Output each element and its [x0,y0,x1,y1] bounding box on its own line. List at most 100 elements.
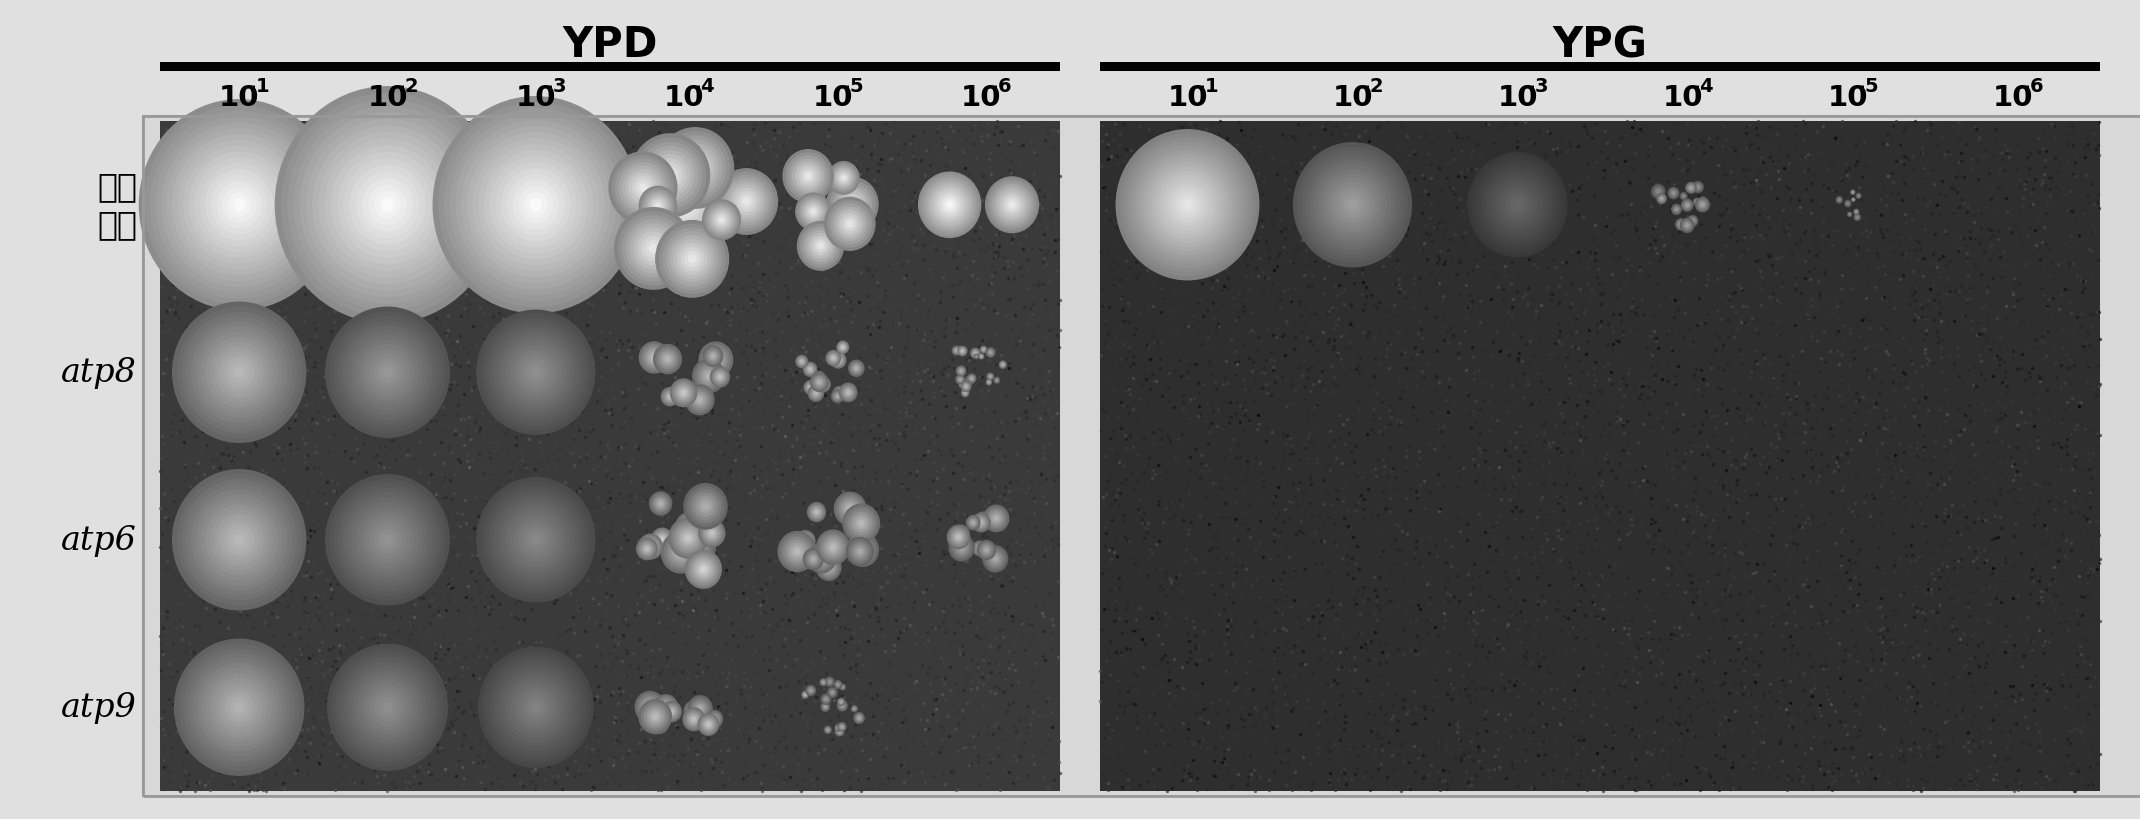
Ellipse shape [1680,193,1686,201]
Ellipse shape [835,726,841,731]
Ellipse shape [700,342,732,378]
Ellipse shape [1010,202,1014,209]
Ellipse shape [1314,165,1391,246]
Ellipse shape [830,691,832,694]
Ellipse shape [740,196,753,209]
Ellipse shape [655,532,670,548]
Ellipse shape [961,370,963,373]
Ellipse shape [683,203,687,208]
Ellipse shape [1656,194,1667,204]
Ellipse shape [815,373,824,382]
Ellipse shape [672,533,706,568]
Ellipse shape [706,722,710,726]
Ellipse shape [800,537,809,545]
Ellipse shape [184,147,295,264]
Ellipse shape [817,378,830,392]
Ellipse shape [186,318,291,428]
Ellipse shape [655,499,666,509]
Ellipse shape [839,702,845,709]
Ellipse shape [854,708,856,710]
Ellipse shape [653,717,666,731]
Ellipse shape [698,564,708,575]
Ellipse shape [229,194,250,217]
Ellipse shape [918,173,980,238]
Ellipse shape [338,489,437,591]
Ellipse shape [676,547,687,559]
Ellipse shape [1513,201,1522,209]
Ellipse shape [858,521,865,527]
Ellipse shape [993,557,997,561]
Ellipse shape [802,538,809,544]
Ellipse shape [976,513,991,530]
Ellipse shape [978,542,993,559]
Ellipse shape [817,554,826,563]
Ellipse shape [670,710,674,713]
Ellipse shape [1695,198,1710,212]
Ellipse shape [987,508,1006,530]
Ellipse shape [805,550,822,568]
Ellipse shape [661,133,730,205]
Ellipse shape [216,348,263,398]
Ellipse shape [847,507,852,512]
Ellipse shape [957,368,965,375]
Ellipse shape [828,689,837,696]
Ellipse shape [1688,216,1697,227]
Ellipse shape [959,378,963,382]
Ellipse shape [1686,183,1697,194]
Ellipse shape [813,378,824,388]
Ellipse shape [1838,198,1840,202]
Ellipse shape [961,382,972,392]
Ellipse shape [704,721,713,728]
Ellipse shape [636,538,657,560]
Ellipse shape [1851,191,1855,195]
Ellipse shape [668,188,702,224]
Ellipse shape [817,243,824,250]
Ellipse shape [815,392,817,396]
Ellipse shape [1855,210,1858,215]
Ellipse shape [704,719,713,730]
Ellipse shape [706,373,710,379]
Ellipse shape [208,673,272,741]
Ellipse shape [807,544,835,573]
Ellipse shape [969,376,974,382]
Ellipse shape [1695,200,1699,206]
Ellipse shape [702,504,708,510]
Ellipse shape [832,391,843,403]
Ellipse shape [648,197,668,216]
Ellipse shape [790,157,826,197]
Ellipse shape [959,347,967,356]
Ellipse shape [531,703,539,712]
Ellipse shape [663,705,668,710]
Ellipse shape [987,380,991,386]
Ellipse shape [965,376,974,385]
Ellipse shape [362,179,413,232]
Ellipse shape [822,695,830,703]
Ellipse shape [526,532,544,549]
Ellipse shape [989,351,993,355]
Ellipse shape [954,533,963,541]
Ellipse shape [629,224,676,274]
Ellipse shape [987,550,1004,568]
Ellipse shape [370,522,404,559]
Ellipse shape [980,518,987,524]
Ellipse shape [984,547,989,554]
Ellipse shape [824,726,830,734]
Ellipse shape [289,101,488,310]
Text: -4: -4 [1693,78,1714,97]
Ellipse shape [1156,172,1220,239]
Ellipse shape [1494,179,1543,232]
Ellipse shape [828,688,837,698]
Ellipse shape [715,373,725,382]
Ellipse shape [685,701,704,722]
Ellipse shape [197,495,282,585]
Ellipse shape [959,384,963,387]
Ellipse shape [661,704,670,712]
Ellipse shape [184,649,295,766]
Ellipse shape [976,545,982,552]
Ellipse shape [197,663,280,751]
Ellipse shape [687,161,702,177]
Ellipse shape [672,145,719,192]
Ellipse shape [794,549,800,554]
Ellipse shape [702,346,730,375]
Ellipse shape [511,514,561,567]
